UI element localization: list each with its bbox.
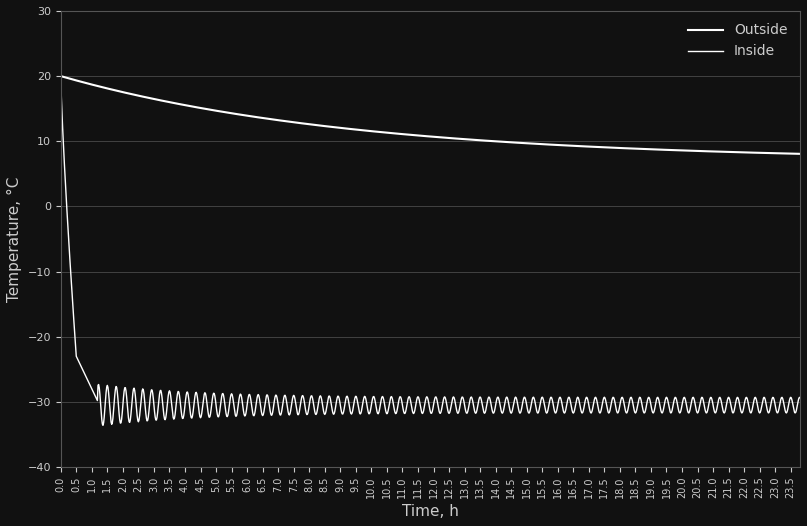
Legend: Outside, Inside: Outside, Inside xyxy=(683,18,793,64)
Outside xyxy=(795,150,805,157)
Inside xyxy=(422,394,432,400)
Outside xyxy=(788,150,798,157)
Inside xyxy=(56,73,65,79)
Y-axis label: Temperature, °C: Temperature, °C xyxy=(7,176,22,302)
Inside xyxy=(583,399,593,405)
X-axis label: Time, h: Time, h xyxy=(402,504,459,519)
Outside xyxy=(422,133,432,139)
Outside xyxy=(583,144,592,150)
Inside xyxy=(491,399,501,405)
Inside xyxy=(795,394,805,401)
Line: Inside: Inside xyxy=(61,76,800,426)
Outside xyxy=(491,138,500,145)
Outside xyxy=(56,73,65,79)
Outside xyxy=(165,99,175,105)
Line: Outside: Outside xyxy=(61,76,800,154)
Inside xyxy=(789,407,799,413)
Inside xyxy=(166,393,176,399)
Inside xyxy=(98,422,108,429)
Outside xyxy=(198,105,207,112)
Inside xyxy=(199,400,208,406)
